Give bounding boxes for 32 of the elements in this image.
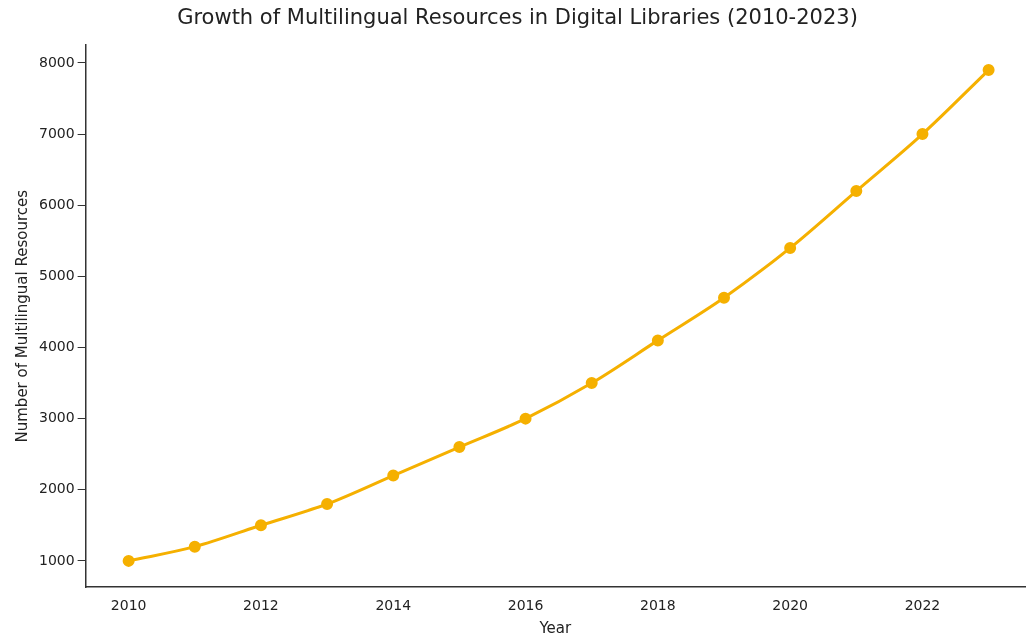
chart-title: Growth of Multilingual Resources in Digital Libraries (2010-2023) xyxy=(177,5,858,30)
point xyxy=(321,497,334,510)
point xyxy=(453,441,466,454)
x-tick-label: 2014 xyxy=(375,597,412,614)
y-tick-label: 5000 xyxy=(38,267,75,284)
point xyxy=(718,291,730,304)
point xyxy=(982,64,995,77)
y-tick-label: 4000 xyxy=(38,338,75,355)
point xyxy=(850,185,863,198)
point xyxy=(519,412,532,425)
y-tick-label: 8000 xyxy=(38,53,75,70)
point xyxy=(651,334,664,347)
y-tick-label: 2000 xyxy=(38,480,75,497)
point xyxy=(188,540,201,553)
y-axis-title: Number of Multilingual Resources xyxy=(12,189,31,443)
y-tick-label: 6000 xyxy=(38,195,75,212)
point xyxy=(784,241,797,254)
x-tick-label: 2016 xyxy=(507,597,544,614)
x-tick-label: 2018 xyxy=(640,597,676,614)
y-tick-label: 1000 xyxy=(38,551,75,568)
point xyxy=(122,554,135,567)
x-axis-title: Year xyxy=(538,618,573,637)
point xyxy=(387,469,400,482)
y-tick-label: 7000 xyxy=(38,124,75,141)
x-tick-label: 2022 xyxy=(904,597,941,614)
point xyxy=(916,128,929,141)
point xyxy=(585,377,598,390)
x-tick-label: 2020 xyxy=(772,597,808,614)
x-tick-label: 2010 xyxy=(110,597,147,614)
point xyxy=(254,519,267,532)
y-tick-label: 3000 xyxy=(38,409,75,426)
x-tick-label: 2012 xyxy=(243,597,279,614)
